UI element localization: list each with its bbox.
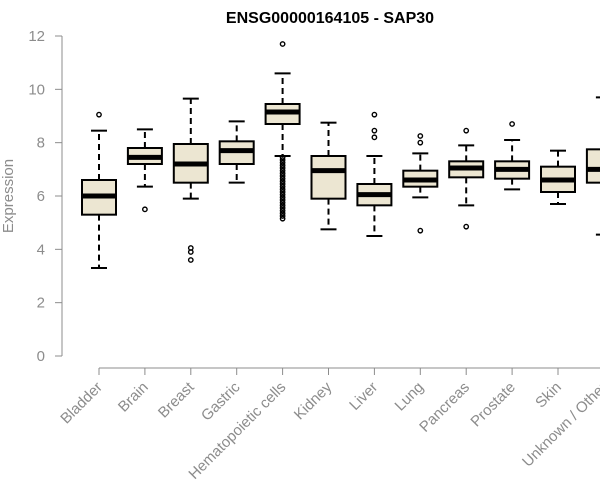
box-group — [356, 111, 393, 237]
box-group — [540, 149, 576, 205]
outlier-point — [371, 127, 378, 134]
outlier-point — [187, 257, 194, 263]
y-axis-label: Expression — [0, 159, 17, 233]
box-group — [494, 121, 531, 191]
y-axis: 0 2 4 6 8 10 12 — [28, 28, 63, 365]
outlier-point — [187, 249, 194, 255]
outlier-point — [279, 186, 286, 193]
outlier-point — [279, 207, 286, 214]
outlier-point — [371, 134, 378, 141]
y-tick-label: 4 — [37, 241, 45, 258]
outlier-point — [417, 227, 424, 234]
outlier-point — [279, 189, 286, 195]
outlier-point — [279, 199, 286, 206]
box-group — [585, 96, 600, 236]
x-tick-label: Breast — [155, 378, 198, 421]
outlier-point — [279, 162, 286, 169]
outlier-point — [279, 41, 286, 47]
x-tick-label: Skin — [532, 379, 565, 412]
outlier-point — [279, 215, 286, 222]
outlier-point — [279, 183, 286, 190]
box — [310, 155, 347, 200]
x-tick-label: Gastric — [198, 378, 244, 424]
y-tick-label: 10 — [28, 81, 45, 98]
box-group — [81, 111, 117, 269]
outlier-point — [96, 111, 102, 118]
outlier-point — [279, 181, 286, 187]
outlier-point — [463, 127, 470, 134]
outlier-point — [279, 159, 286, 166]
outlier-point — [279, 154, 286, 161]
outlier-point — [371, 111, 378, 118]
y-tick-label: 0 — [37, 348, 45, 365]
box-group — [402, 133, 439, 234]
outlier-point — [279, 167, 286, 174]
box-group — [218, 120, 255, 184]
y-tick-label: 8 — [37, 135, 45, 152]
box-group — [264, 41, 301, 222]
x-tick-label: Brain — [115, 379, 152, 416]
outlier-point — [279, 205, 286, 211]
outlier-point — [141, 206, 148, 213]
outlier-point — [279, 175, 286, 182]
x-tick-label: Pancreas — [416, 379, 473, 436]
box-group — [448, 127, 485, 230]
box — [585, 148, 600, 184]
y-tick-label: 6 — [37, 188, 45, 205]
box-group — [310, 121, 347, 231]
x-tick-label: Liver — [346, 379, 381, 414]
x-tick-label: Bladder — [57, 379, 106, 428]
outlier-point — [463, 223, 470, 230]
chart-title: ENSG00000164105 - SAP30 — [226, 10, 434, 27]
outlier-point — [279, 170, 286, 177]
outlier-point — [279, 194, 286, 201]
x-tick-label: Lung — [392, 379, 428, 415]
y-tick-label: 2 — [37, 295, 45, 312]
outlier-point — [279, 173, 286, 179]
outlier-point — [279, 213, 286, 219]
outlier-point — [417, 133, 424, 139]
y-tick-label: 12 — [28, 28, 45, 45]
outlier-point — [279, 178, 286, 185]
box-series — [81, 41, 600, 269]
box-group — [172, 97, 209, 263]
box-group — [126, 128, 163, 213]
outlier-point — [279, 210, 286, 217]
outlier-point — [279, 157, 286, 163]
x-tick-label: Kidney — [291, 378, 336, 423]
outlier-point — [417, 139, 424, 146]
x-tick-label: Prostate — [467, 379, 519, 431]
outlier-point — [279, 191, 286, 198]
outlier-point — [509, 121, 515, 127]
outlier-point — [279, 165, 286, 171]
outlier-point — [279, 197, 286, 203]
outlier-point — [279, 202, 286, 209]
